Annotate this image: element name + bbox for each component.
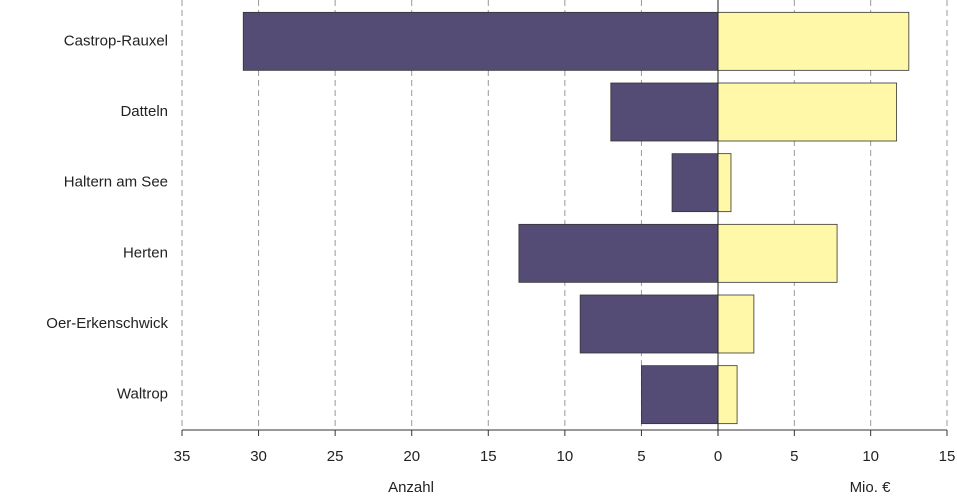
x-tick-label: 20 (403, 448, 420, 465)
x-tick-label: 15 (480, 448, 497, 465)
bar (579, 294, 719, 354)
x-tick-label: 10 (862, 448, 879, 465)
y-tick-label: Herten (123, 244, 168, 261)
bar (717, 82, 898, 142)
bar (242, 11, 719, 71)
bar (518, 223, 719, 283)
bar (717, 11, 910, 71)
y-tick-label: Datteln (120, 103, 168, 120)
x-tick-label: 10 (557, 448, 574, 465)
bar (641, 365, 719, 425)
y-tick-label: Waltrop (117, 386, 168, 403)
bar (717, 153, 732, 213)
x-tick-label: 15 (939, 448, 956, 465)
right-axis-label: Mio. € (850, 479, 892, 496)
y-tick-label: Castrop-Rauxel (64, 32, 168, 49)
x-tick-label: 0 (714, 448, 722, 465)
left-axis-label: Anzahl (388, 479, 434, 496)
bar (717, 223, 838, 283)
bar (671, 153, 719, 213)
x-tick-label: 35 (174, 448, 191, 465)
y-tick-label: Haltern am See (64, 174, 168, 191)
x-tick-label: 5 (637, 448, 645, 465)
x-tick-label: 25 (327, 448, 344, 465)
bar (717, 294, 755, 354)
x-tick-label: 5 (790, 448, 798, 465)
y-tick-label: Oer-Erkenschwick (46, 315, 168, 332)
bar (717, 365, 738, 425)
x-tick-label: 30 (250, 448, 267, 465)
bar (610, 82, 719, 142)
